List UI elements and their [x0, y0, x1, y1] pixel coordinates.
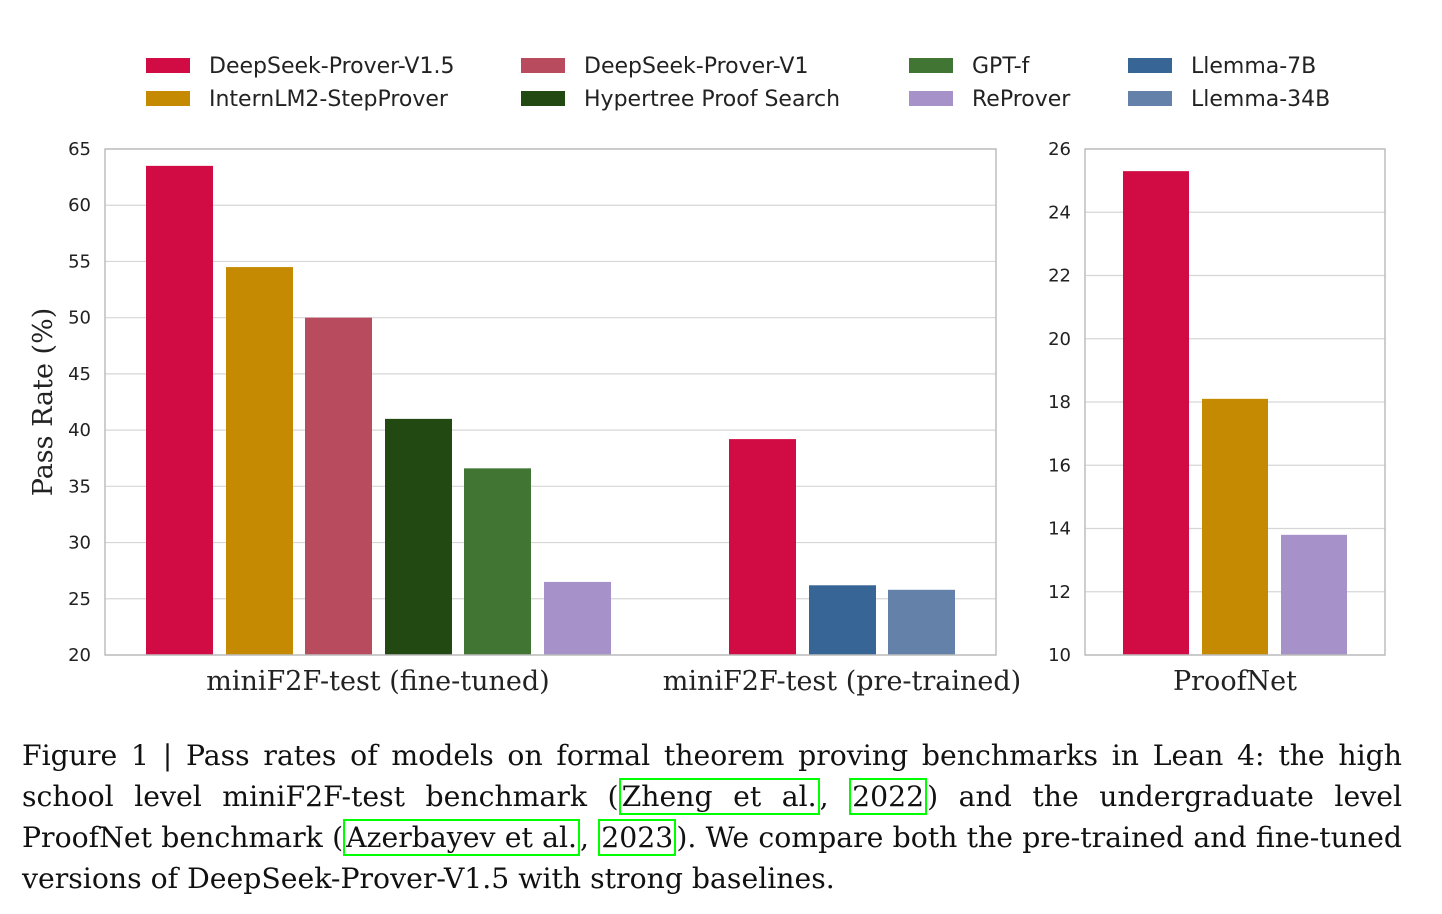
- legend-swatch: [1128, 58, 1172, 73]
- bar-reprover: [1281, 534, 1347, 655]
- legend-label: DeepSeek-Prover-V1.5: [209, 54, 454, 79]
- bar-internlm2-stepprover: [1202, 398, 1268, 655]
- legend-swatch: [146, 58, 190, 73]
- bar-gpt-f: [464, 468, 531, 655]
- y-tick-label: 35: [68, 476, 91, 497]
- legend-label: Llemma-34B: [1191, 87, 1330, 112]
- legend-swatch: [909, 91, 953, 106]
- caption-text-1: Figure 1 | Pass rates of models on forma…: [22, 739, 1402, 813]
- caption-sep-1: ,: [819, 780, 850, 813]
- bar-llemma-34b: [888, 589, 955, 655]
- bar-hypertree-proof-search: [385, 418, 452, 655]
- bar-deepseek-prover-v1-5: [729, 439, 796, 655]
- legend-item-deepseek-prover-v1: DeepSeek-Prover-V1: [521, 54, 808, 79]
- legend-label: DeepSeek-Prover-V1: [584, 54, 808, 79]
- x-group-label: miniF2F-test (pre-trained): [663, 666, 1021, 697]
- legend-swatch: [521, 58, 565, 73]
- plot-frame: [104, 148, 997, 656]
- y-tick-label: 60: [68, 195, 91, 216]
- y-tick-label: 18: [1048, 392, 1071, 413]
- y-tick-label: 26: [1048, 139, 1071, 160]
- legend-swatch: [1128, 91, 1172, 106]
- caption-text-2: ) and the undergraduate level ProofNet b…: [22, 780, 1402, 854]
- y-tick-label: 40: [68, 420, 91, 441]
- y-tick-label: 10: [1048, 645, 1071, 666]
- minif2f-panel: 20 25 30 35 40 45 50 55 60 65 miniF2F-test (fine-t…: [68, 139, 1021, 697]
- legend-swatch: [146, 91, 190, 106]
- citation-azerbayev-author[interactable]: Azerbayev et al.: [343, 819, 581, 856]
- y-tick-label: 20: [1048, 329, 1071, 350]
- y-tick-label: 45: [68, 364, 91, 385]
- legend-swatch: [521, 91, 565, 106]
- citation-azerbayev-year[interactable]: 2023: [598, 819, 677, 856]
- y-tick-label: 16: [1048, 455, 1071, 476]
- y-tick-label: 22: [1048, 266, 1071, 287]
- y-tick-label: 50: [68, 308, 91, 329]
- legend-label: Hypertree Proof Search: [584, 87, 840, 112]
- legend-item-hypertree-proof-search: Hypertree Proof Search: [521, 87, 840, 112]
- figure-caption: Figure 1 | Pass rates of models on forma…: [22, 735, 1402, 899]
- legend-item-llemma-7b: Llemma-7B: [1128, 54, 1316, 79]
- x-group-label: ProofNet: [1173, 666, 1297, 697]
- bar-internlm2-stepprover: [226, 267, 293, 655]
- bar-deepseek-prover-v1: [305, 317, 372, 655]
- legend-label: ReProver: [972, 87, 1071, 112]
- x-group-label: miniF2F-test (fine-tuned): [206, 666, 549, 697]
- bar-deepseek-prover-v1-5: [146, 165, 213, 655]
- y-tick-label: 12: [1048, 582, 1071, 603]
- proofnet-panel: 10 12 14 16 18 20 22 24 26 ProofNet: [1048, 139, 1386, 697]
- bar-reprover: [544, 581, 611, 655]
- y-tick-label: 24: [1048, 202, 1071, 223]
- legend-item-internlm2-stepprover: InternLM2-StepProver: [146, 87, 449, 112]
- y-tick-label: 25: [68, 589, 91, 610]
- legend-item-gpt-f: GPT-f: [909, 54, 1031, 79]
- plot-frame: [1084, 148, 1386, 656]
- citation-zheng-year[interactable]: 2022: [849, 778, 928, 815]
- citation-zheng-author[interactable]: Zheng et al.: [618, 778, 820, 815]
- legend-label: InternLM2-StepProver: [209, 87, 449, 112]
- y-tick-label: 30: [68, 533, 91, 554]
- y-tick-label: 14: [1048, 519, 1071, 540]
- legend-label: Llemma-7B: [1191, 54, 1316, 79]
- chart-legend: DeepSeek-Prover-V1.5 DeepSeek-Prover-V1 GP…: [146, 54, 1330, 112]
- bar-llemma-7b: [809, 585, 876, 655]
- bar-deepseek-prover-v1-5: [1123, 171, 1189, 655]
- legend-item-deepseek-prover-v1-5: DeepSeek-Prover-V1.5: [146, 54, 454, 79]
- y-axis-title: Pass Rate (%): [28, 308, 59, 497]
- y-tick-label: 55: [68, 251, 91, 272]
- caption-text-3: ). We compare both the pre-trained and f…: [22, 821, 1402, 895]
- y-tick-label: 65: [68, 139, 91, 160]
- legend-item-llemma-34b: Llemma-34B: [1128, 87, 1330, 112]
- caption-sep-2: ,: [580, 821, 599, 854]
- legend-swatch: [909, 58, 953, 73]
- y-tick-label: 20: [68, 645, 91, 666]
- legend-item-reprover: ReProver: [909, 87, 1071, 112]
- legend-label: GPT-f: [972, 54, 1031, 79]
